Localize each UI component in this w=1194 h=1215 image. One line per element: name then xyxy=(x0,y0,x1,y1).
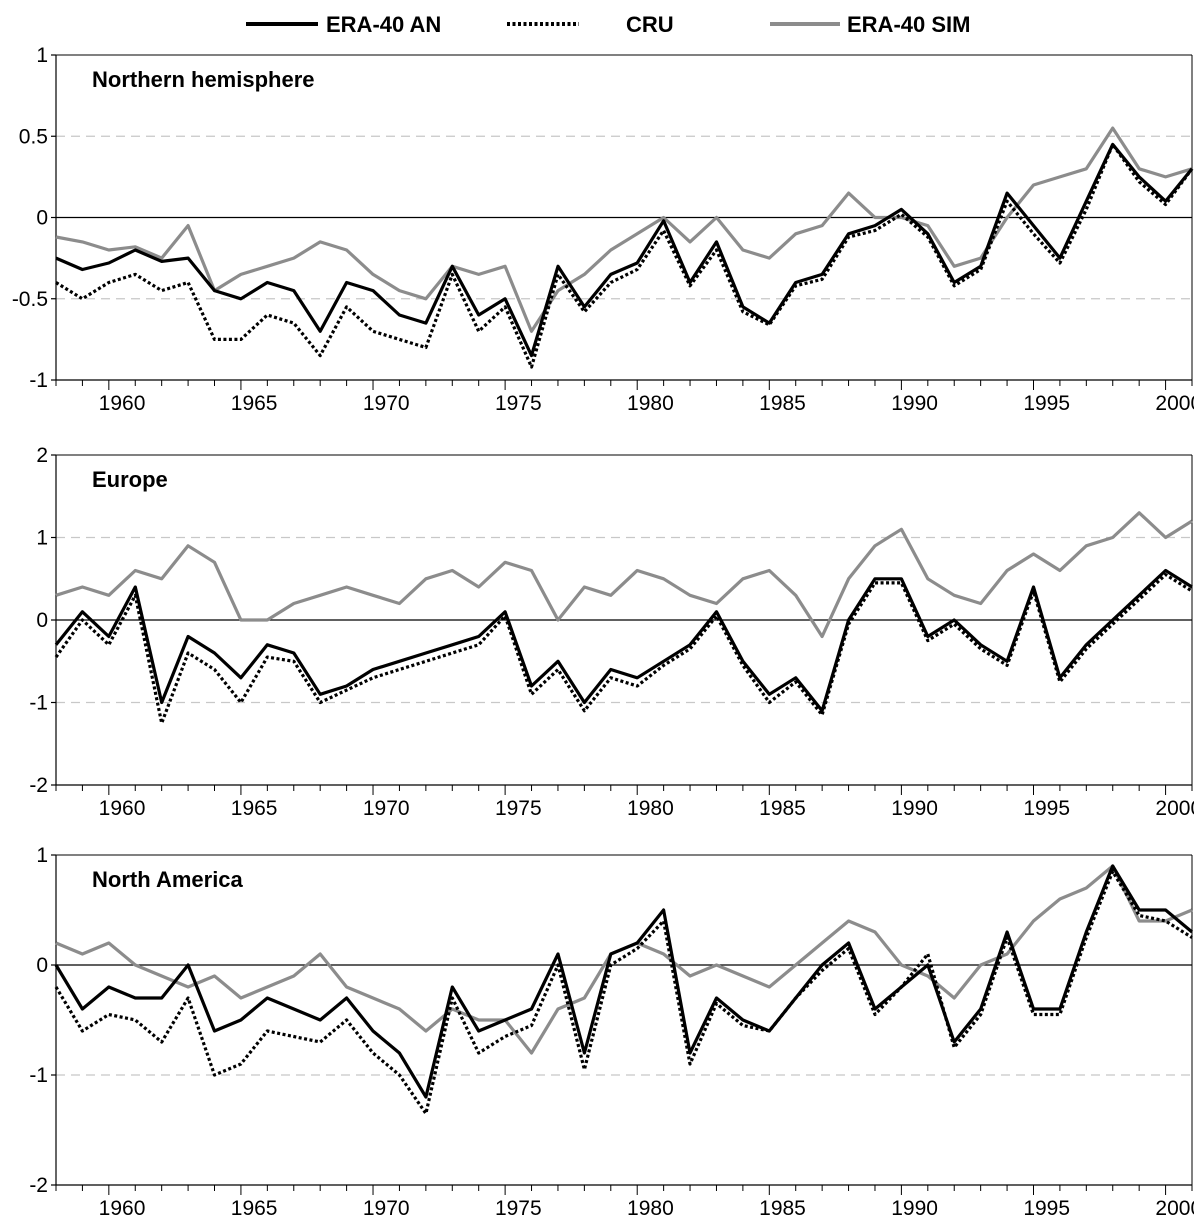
x-tick-label: 1965 xyxy=(231,797,278,820)
series-line xyxy=(55,142,1194,369)
y-tick-label: -1 xyxy=(29,369,48,392)
x-tick-label: 1985 xyxy=(759,797,806,820)
x-tick-label: 1995 xyxy=(1023,392,1070,415)
series-line xyxy=(55,142,1194,358)
x-tick-label: 1980 xyxy=(627,1197,674,1215)
x-tick-label: 1975 xyxy=(495,392,542,415)
x-tick-label: 1960 xyxy=(99,1197,146,1215)
y-tick-label: 1 xyxy=(36,44,48,67)
y-tick-label: 0 xyxy=(36,609,48,632)
series-line xyxy=(54,568,1193,713)
panel-1: -1 -0.5 0 0.5 1 1960 1965 1970 1975 1980 1985 1990 1… xyxy=(12,44,1194,415)
x-tick-label: 2000 xyxy=(1155,797,1194,820)
series-line xyxy=(55,126,1193,333)
panel-title: Northern hemisphere xyxy=(92,67,315,92)
x-tick-label: 1970 xyxy=(363,797,410,820)
x-tick-label: 1995 xyxy=(1023,797,1070,820)
x-tick-label: 1975 xyxy=(495,797,542,820)
legend-item: CRU xyxy=(507,12,674,37)
x-tick-label: 1990 xyxy=(891,392,938,415)
x-tick-label: 1995 xyxy=(1023,1197,1070,1215)
series-line xyxy=(54,869,1193,1116)
y-tick-label: -1 xyxy=(29,692,48,715)
x-tick-label: 1990 xyxy=(891,1197,938,1215)
legend-label: CRU xyxy=(626,12,674,37)
x-tick-label: 1970 xyxy=(363,392,410,415)
panel-3: -2 -1 0 1 1960 1965 1970 1975 1980 1985 1990 1995 20… xyxy=(29,844,1194,1215)
series-line xyxy=(54,864,1194,1099)
x-tick-label: 1990 xyxy=(891,797,938,820)
x-tick-label: 1960 xyxy=(99,392,146,415)
x-tick-label: 1960 xyxy=(99,797,146,820)
y-tick-label: 0 xyxy=(36,207,48,230)
panel-title: Europe xyxy=(92,467,168,492)
x-tick-label: 1970 xyxy=(363,1197,410,1215)
y-tick-label: 1 xyxy=(36,527,48,550)
x-tick-label: 2000 xyxy=(1155,1197,1194,1215)
x-tick-label: 1980 xyxy=(627,392,674,415)
legend-label: ERA-40 SIM xyxy=(847,12,970,37)
panels: -1 -0.5 0 0.5 1 1960 1965 1970 1975 1980 1985 1990 1… xyxy=(12,44,1194,1215)
x-tick-label: 2000 xyxy=(1155,392,1194,415)
y-tick-label: 0.5 xyxy=(19,125,48,148)
y-tick-label: -2 xyxy=(29,774,48,797)
y-tick-label: 2 xyxy=(36,444,48,467)
x-tick-label: 1965 xyxy=(231,1197,278,1215)
y-tick-label: 0 xyxy=(36,954,48,977)
series-line xyxy=(54,572,1193,725)
legend: ERA-40 AN CRU ERA-40 SIM xyxy=(246,12,970,37)
y-tick-label: 1 xyxy=(36,844,48,867)
x-tick-label: 1965 xyxy=(231,392,278,415)
x-tick-label: 1985 xyxy=(759,392,806,415)
legend-item: ERA-40 AN xyxy=(246,12,441,37)
x-tick-label: 1975 xyxy=(495,1197,542,1215)
x-tick-label: 1985 xyxy=(759,1197,806,1215)
panel-2: -2 -1 0 1 2 1960 1965 1970 1975 1980 1985 1990 1995 2… xyxy=(29,444,1194,820)
x-tick-label: 1980 xyxy=(627,797,674,820)
series-line xyxy=(55,511,1193,639)
legend-label: ERA-40 AN xyxy=(326,12,441,37)
panel-title: North America xyxy=(92,867,244,892)
y-tick-label: -1 xyxy=(29,1064,48,1087)
legend-item: ERA-40 SIM xyxy=(770,12,970,37)
y-tick-label: -2 xyxy=(29,1174,48,1197)
y-tick-label: -0.5 xyxy=(12,288,48,311)
